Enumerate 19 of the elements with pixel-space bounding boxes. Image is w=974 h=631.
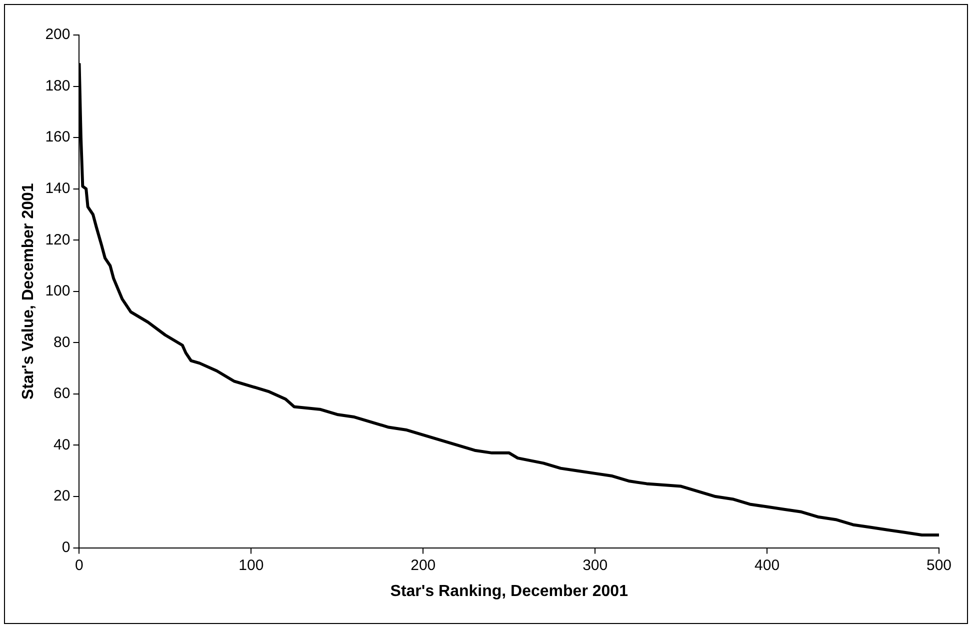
x-tick-label: 300 <box>582 556 608 574</box>
y-tick-label: 40 <box>54 436 70 454</box>
y-tick-label: 180 <box>45 77 70 94</box>
y-tick-label: 140 <box>45 180 70 197</box>
x-tick-label: 100 <box>238 556 264 574</box>
y-tick-label: 0 <box>62 538 70 556</box>
y-tick-label: 200 <box>45 26 70 44</box>
y-tick-label: 160 <box>45 128 70 146</box>
y-tick-label: 120 <box>45 231 70 248</box>
x-tick-label: 0 <box>75 556 84 574</box>
y-tick-label: 20 <box>54 488 70 505</box>
x-tick-label: 500 <box>926 556 952 574</box>
x-tick-label: 400 <box>754 556 780 574</box>
x-tick-label: 200 <box>410 556 436 574</box>
y-tick-label: 100 <box>45 282 70 300</box>
y-axis-title: Star's Value, December 2001 <box>20 183 38 400</box>
y-tick-label: 60 <box>54 385 70 402</box>
y-tick-label: 80 <box>54 334 70 351</box>
x-axis-title: Star's Ranking, December 2001 <box>390 582 628 600</box>
